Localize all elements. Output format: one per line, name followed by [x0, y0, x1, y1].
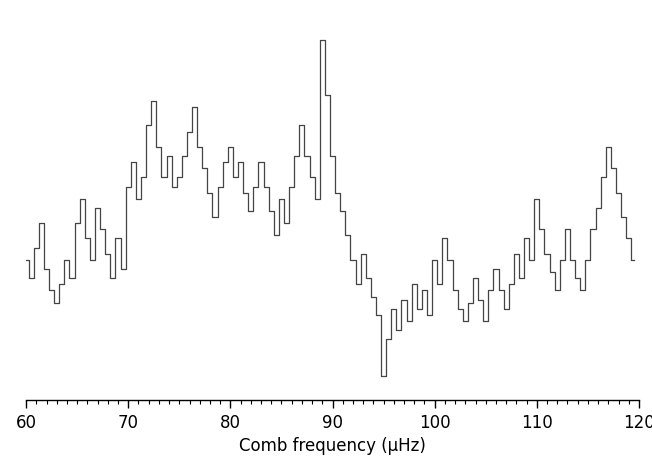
X-axis label: Comb frequency (μHz): Comb frequency (μHz) — [239, 437, 426, 455]
